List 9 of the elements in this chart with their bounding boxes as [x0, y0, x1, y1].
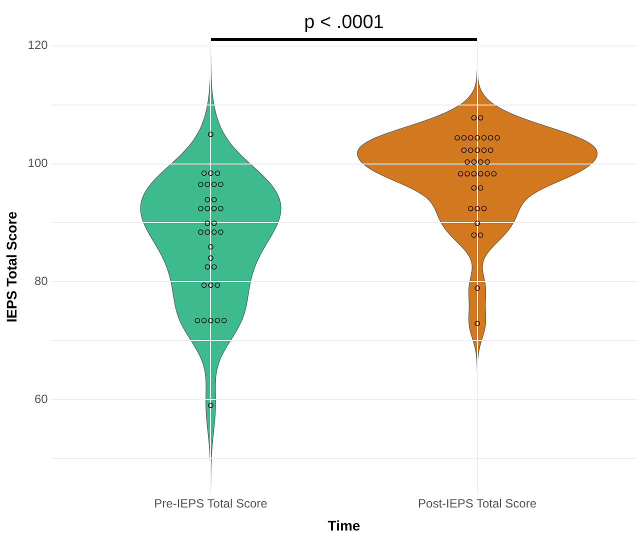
y-tick-label: 120: [28, 38, 48, 52]
text: p < .0001: [304, 12, 384, 34]
x-tick-label: Post-IEPS Total Score: [418, 496, 537, 510]
x-axis-title: Time: [328, 517, 360, 534]
x-tick-label: Pre-IEPS Total Score: [154, 496, 268, 510]
y-tick-label: 60: [34, 392, 48, 406]
y-axis-title: IEPS Total Score: [3, 211, 20, 322]
y-tick-label: 80: [34, 274, 48, 288]
y-tick-label: 100: [28, 156, 48, 170]
